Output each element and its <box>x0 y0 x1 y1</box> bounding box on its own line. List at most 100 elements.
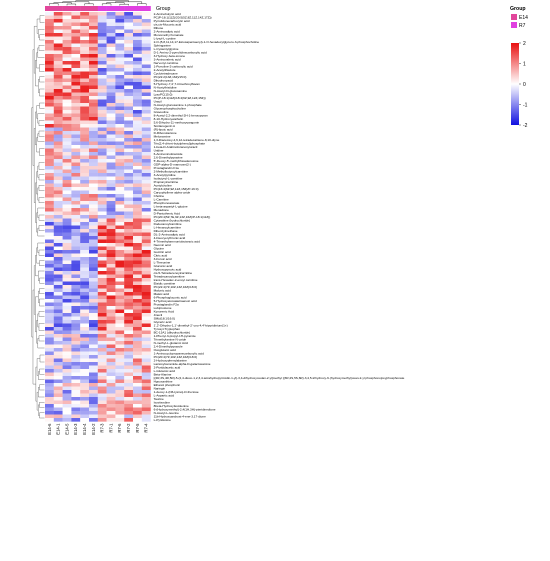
heatmap-cell <box>62 204 72 209</box>
heatmap-cell <box>133 169 142 174</box>
heatmap-cell <box>80 281 90 286</box>
dendrogram-branch <box>39 148 41 156</box>
heatmap-cell <box>62 190 72 195</box>
heatmap-cell <box>45 299 54 303</box>
heatmap-cell <box>45 225 54 230</box>
heatmap-cell <box>53 225 63 230</box>
heatmap-cell <box>80 372 90 377</box>
heatmap-cell <box>45 64 54 69</box>
heatmap-cell <box>53 253 63 258</box>
heatmap-cell <box>124 316 134 321</box>
heatmap-cell <box>45 99 54 104</box>
heatmap-cell <box>106 47 116 51</box>
heatmap-cell <box>124 92 134 97</box>
heatmap-cell <box>141 257 151 261</box>
heatmap-cell <box>133 173 142 177</box>
scale-tick-label: 0 <box>523 82 526 88</box>
heatmap-cell <box>45 40 54 44</box>
group-bar-cell <box>89 6 98 11</box>
heatmap-cell <box>115 155 125 160</box>
heatmap-cell <box>89 376 98 380</box>
heatmap-cell <box>124 232 134 237</box>
heatmap-cell <box>141 344 151 349</box>
heatmap-cell <box>80 278 90 282</box>
heatmap-cell <box>141 404 151 408</box>
heatmap-cell <box>106 134 116 139</box>
heatmap-cell <box>45 26 54 30</box>
row-label: 5,6-Dihydro-11-methoxyyangonin <box>154 120 200 124</box>
heatmap-cell <box>115 29 125 34</box>
heatmap-cell <box>124 383 134 387</box>
heatmap-cell <box>124 71 134 76</box>
heatmap-cell <box>97 348 107 352</box>
heatmap-cell <box>124 180 134 184</box>
heatmap-cell <box>141 96 151 100</box>
heatmap-cell <box>133 82 142 86</box>
dendrogram-branch <box>38 387 42 398</box>
heatmap-cell <box>133 302 142 307</box>
heatmap-cell <box>133 225 142 230</box>
heatmap-cell <box>53 278 63 282</box>
heatmap-cell <box>45 285 54 289</box>
heatmap-cell <box>80 225 90 230</box>
heatmap-cell <box>133 68 142 72</box>
heatmap-cell <box>53 57 63 62</box>
heatmap-cell <box>62 61 72 65</box>
heatmap-cell <box>45 418 54 422</box>
heatmap-cell <box>53 306 63 310</box>
heatmap-cell <box>115 386 125 391</box>
heatmap-cell <box>115 120 125 125</box>
heatmap-cell <box>124 337 134 342</box>
heatmap-cell <box>80 68 90 72</box>
row-label: 1-Phenyl-3-propyl-1H-pyrazole <box>154 334 196 338</box>
heatmap-cell <box>71 117 81 121</box>
heatmap-cell <box>97 64 107 69</box>
heatmap-cell <box>45 152 54 156</box>
row-label: L-Hexanoylcarnitine <box>154 225 182 229</box>
heatmap-cell <box>53 292 63 296</box>
heatmap-cell <box>71 243 81 247</box>
heatmap-cell <box>133 96 142 100</box>
heatmap-cell <box>133 36 142 41</box>
heatmap-cell <box>45 187 54 191</box>
row-label: 3-Acetylpyridine <box>154 173 176 177</box>
heatmap-cell <box>124 33 134 37</box>
heatmap-cell <box>89 15 98 20</box>
heatmap-cell <box>115 351 125 356</box>
row-label: Menadione <box>154 208 170 212</box>
heatmap-cell <box>80 337 90 342</box>
heatmap-cell <box>62 302 72 307</box>
heatmap-cell <box>115 267 125 272</box>
heatmap-cell <box>106 166 116 170</box>
heatmap-cell <box>115 383 125 387</box>
heatmap-cell <box>133 306 142 310</box>
heatmap-cell <box>80 288 90 293</box>
heatmap-cell <box>71 187 81 191</box>
heatmap-cell <box>53 393 63 398</box>
heatmap-cell <box>115 180 125 184</box>
heatmap-cell <box>141 89 151 93</box>
heatmap-cell <box>89 208 98 212</box>
row-label: Tetradecanoylcarnitine <box>154 274 185 278</box>
heatmap-cell <box>45 145 54 149</box>
heatmap-cell <box>115 407 125 412</box>
heatmap-cell <box>53 330 63 335</box>
heatmap-cell <box>97 411 107 415</box>
heatmap-cell <box>141 383 151 387</box>
heatmap-cell <box>97 127 107 132</box>
heatmap-cell <box>45 288 54 293</box>
heatmap-cell <box>71 120 81 125</box>
heatmap-cell <box>133 288 142 293</box>
heatmap-cell <box>71 306 81 310</box>
heatmap-cell <box>53 376 63 380</box>
heatmap-cell <box>115 295 125 300</box>
heatmap-cell <box>62 390 72 394</box>
heatmap-cell <box>97 82 107 86</box>
scale-tick-label: 2 <box>523 41 526 47</box>
dendrogram-branch <box>33 265 36 315</box>
heatmap-cell <box>97 124 107 128</box>
heatmap-cell <box>106 260 116 265</box>
heatmap-cell <box>71 19 81 23</box>
heatmap-cell <box>106 152 116 156</box>
heatmap-cell <box>133 229 142 233</box>
